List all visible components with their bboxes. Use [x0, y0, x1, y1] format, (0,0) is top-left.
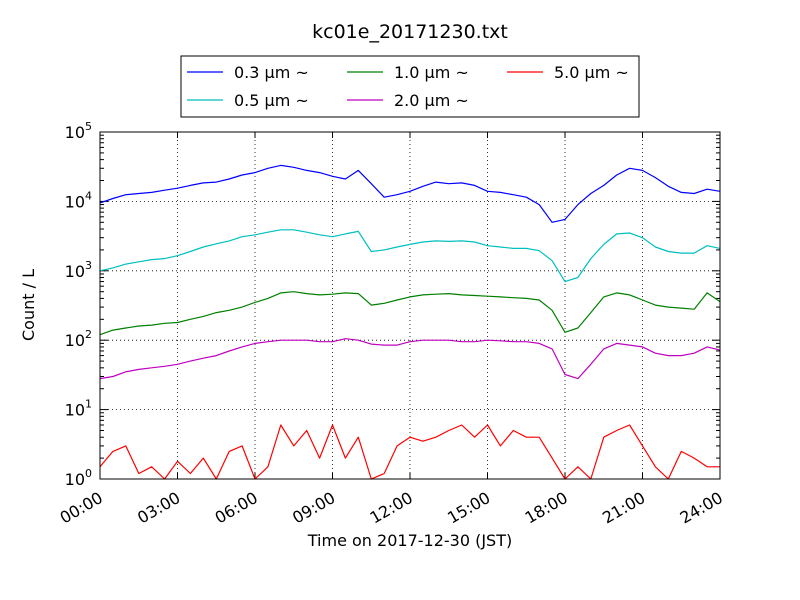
plot-border	[99, 131, 721, 480]
legend-label: 1.0 μm ~	[394, 63, 469, 82]
y-tick-base: 10	[65, 470, 85, 489]
y-tick-label: 102	[65, 328, 92, 350]
legend-items: 0.3 μm ~ 0.5 μm ~ 1.0 μm ~ 2.0 μm ~ 5.0 μm ~	[187, 63, 629, 110]
y-tick-base: 10	[65, 262, 85, 281]
x-tick-label: 12:00	[367, 488, 416, 528]
series-line	[99, 291, 721, 336]
y-tick-exponent: 4	[85, 189, 92, 202]
y-tick-label: 100	[65, 467, 92, 489]
y-tick-label: 104	[65, 189, 92, 211]
y-tick-label: 105	[65, 120, 92, 142]
y-tick-exponent: 2	[85, 328, 92, 341]
legend-label: 0.3 μm ~	[234, 63, 309, 82]
y-tick-exponent: 1	[85, 398, 92, 411]
x-tick-label: 15:00	[444, 488, 493, 528]
legend-box	[180, 55, 640, 118]
series-line	[99, 164, 721, 223]
y-tick-label: 101	[65, 398, 92, 420]
series-line	[99, 424, 720, 480]
legend-label: 2.0 μm ~	[394, 91, 469, 110]
x-tick-label: 06:00	[212, 488, 261, 528]
x-tick-label: 00:00	[57, 488, 106, 528]
plot-area	[99, 131, 721, 480]
x-tick-label: 18:00	[522, 488, 571, 528]
x-axis-label: Time on 2017-12-30 (JST)	[307, 531, 512, 550]
legend: 0.3 μm ~ 0.5 μm ~ 1.0 μm ~ 2.0 μm ~ 5.0 μm ~	[180, 55, 640, 118]
y-tick-exponent: 0	[85, 467, 92, 480]
series-line	[99, 229, 721, 283]
x-tick-label: 24:00	[677, 488, 726, 528]
y-tick-base: 10	[65, 401, 85, 420]
legend-label: 0.5 μm ~	[234, 91, 309, 110]
chart-title: kc01e_20171230.txt	[312, 21, 508, 43]
plot-frame	[100, 132, 720, 479]
y-tick-base: 10	[65, 192, 85, 211]
y-tick-exponent: 3	[85, 259, 92, 272]
y-tick-base: 10	[65, 331, 85, 350]
series-layer	[99, 164, 721, 480]
y-tick-label: 103	[65, 259, 92, 281]
x-tick-label: 21:00	[599, 488, 648, 528]
x-tick-label: 03:00	[134, 488, 183, 528]
y-axis-label: Count / L	[19, 269, 38, 341]
x-tick-labels: 00:00 03:00 06:00 09:00 12:00 15:00 18:00 21:00…	[57, 488, 726, 528]
legend-label: 5.0 μm ~	[554, 63, 629, 82]
y-tick-base: 10	[65, 123, 85, 142]
series-line	[99, 338, 721, 380]
x-tick-label: 09:00	[289, 488, 338, 528]
y-tick-exponent: 5	[85, 120, 92, 133]
grid-lines	[100, 132, 720, 479]
